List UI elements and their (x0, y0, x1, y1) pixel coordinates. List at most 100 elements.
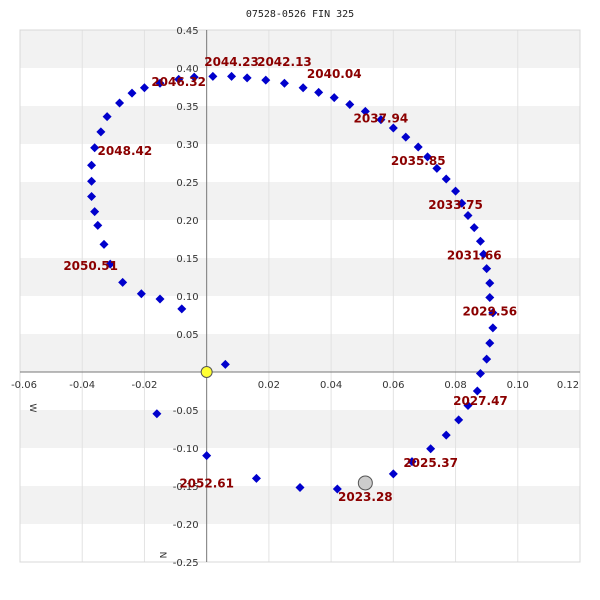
grid-band (20, 524, 580, 562)
orbit-point (227, 71, 237, 81)
orbit-point (208, 71, 218, 81)
orbit-point (102, 112, 112, 122)
y-tick-label: 0.05 (176, 330, 198, 341)
orbit-point (401, 132, 411, 142)
axes (19, 29, 581, 563)
primary-star-marker (200, 366, 213, 378)
orbit-point (485, 278, 495, 288)
year-label: 2037.94 (354, 111, 409, 125)
orbit-point (177, 304, 187, 314)
plot-border (19, 29, 581, 563)
grid-band (20, 220, 580, 258)
y-tick-label: 0.15 (176, 254, 198, 265)
grid-bands (20, 30, 580, 562)
orbit-point (413, 142, 423, 152)
orbit-point (261, 75, 271, 85)
x-tick-label: 0.02 (258, 380, 280, 391)
y-axis-label: N (157, 552, 167, 559)
orbit-point (488, 323, 498, 333)
orbit-point (388, 123, 398, 133)
year-label: 2033.75 (428, 198, 483, 212)
orbit-point (451, 186, 461, 196)
orbit-point (314, 87, 324, 97)
orbit-point (454, 415, 464, 425)
orbit-point (174, 74, 184, 84)
y-tick-label: -0.20 (173, 520, 199, 531)
y-tick-label: 0.45 (176, 26, 198, 37)
orbit-point (279, 78, 289, 88)
x-tick-label: 0.10 (507, 380, 529, 391)
orbit-point (469, 223, 479, 233)
orbit-point (329, 93, 339, 103)
year-label: 2050.51 (63, 259, 118, 273)
grid-band (20, 106, 580, 144)
orbit-point (441, 174, 451, 184)
x-tick-label: 0.08 (444, 380, 466, 391)
orbit-point (87, 191, 97, 201)
current-position-marker (357, 475, 373, 491)
year-labels: 2023.28 2025.37 2027.47 2029.56 2031.66 2033.… (63, 55, 517, 504)
grid-band (20, 144, 580, 182)
orbit-point (155, 78, 165, 88)
orbit-point (298, 83, 308, 93)
year-label: 2046.32 (151, 75, 206, 89)
orbit-point (127, 88, 137, 98)
x-tick-label: 0.12 (557, 380, 579, 391)
orbit-point (99, 239, 109, 249)
orbit-point (479, 249, 489, 259)
orbit-point (93, 220, 103, 230)
orbit-point (388, 469, 398, 479)
orbit-point (189, 72, 199, 82)
grid-band (20, 410, 580, 448)
year-label: 2044.23 (204, 55, 259, 69)
orbit-point (155, 294, 165, 304)
y-tick-label: 0.25 (176, 178, 198, 189)
year-label: 2029.56 (462, 305, 517, 319)
chart-title: 07528-0526 FIN 325 (246, 9, 354, 20)
orbit-point (457, 198, 467, 208)
orbit-point (475, 369, 485, 379)
y-tick-label: 0.35 (176, 102, 198, 113)
x-axis-label: W (27, 404, 37, 413)
y-tick-labels: 0.45 0.40 0.35 0.30 0.25 0.20 0.15 0.10 0.05 -0.0… (173, 26, 199, 569)
orbit-point (376, 115, 386, 125)
orbit-point (475, 236, 485, 246)
orbit-point (472, 386, 482, 396)
x-tick-label: -0.02 (132, 380, 158, 391)
year-label: 2052.61 (179, 476, 234, 490)
x-tick-label: 0.06 (382, 380, 404, 391)
grid-band (20, 182, 580, 220)
grid-band (20, 30, 580, 68)
year-label: 2048.42 (98, 144, 153, 158)
grid-band (20, 372, 580, 410)
year-label: 2025.37 (403, 456, 458, 470)
orbit-point (96, 127, 106, 137)
grid-band (20, 448, 580, 486)
orbit-point (360, 106, 370, 116)
orbit-point (251, 473, 261, 483)
y-tick-label: 0.10 (176, 292, 198, 303)
orbit-point (139, 83, 149, 93)
orbit-point (407, 457, 417, 467)
orbit-point (345, 99, 355, 109)
orbit-point (87, 176, 97, 186)
x-tick-labels: -0.06 -0.04 -0.02 0.02 0.04 0.06 0.08 0.10 0.12 (11, 380, 579, 391)
year-label: 2031.66 (447, 248, 502, 262)
x-tick-label: -0.04 (69, 380, 95, 391)
orbit-point (463, 210, 473, 220)
orbit-point (220, 359, 230, 369)
orbit-point (488, 308, 498, 318)
orbit-point (426, 444, 436, 454)
x-tick-label: 0.04 (320, 380, 342, 391)
year-label: 2040.04 (307, 67, 362, 81)
orbit-point (482, 354, 492, 364)
year-label: 2035.85 (391, 154, 446, 168)
orbit-point (423, 152, 433, 162)
year-label: 2027.47 (453, 394, 508, 408)
orbit-point (485, 293, 495, 303)
orbit-point (105, 259, 115, 269)
y-tick-label: -0.15 (173, 482, 199, 493)
y-tick-label: 0.30 (176, 140, 198, 151)
y-tick-label: 0.40 (176, 64, 198, 75)
orbit-point (485, 338, 495, 348)
